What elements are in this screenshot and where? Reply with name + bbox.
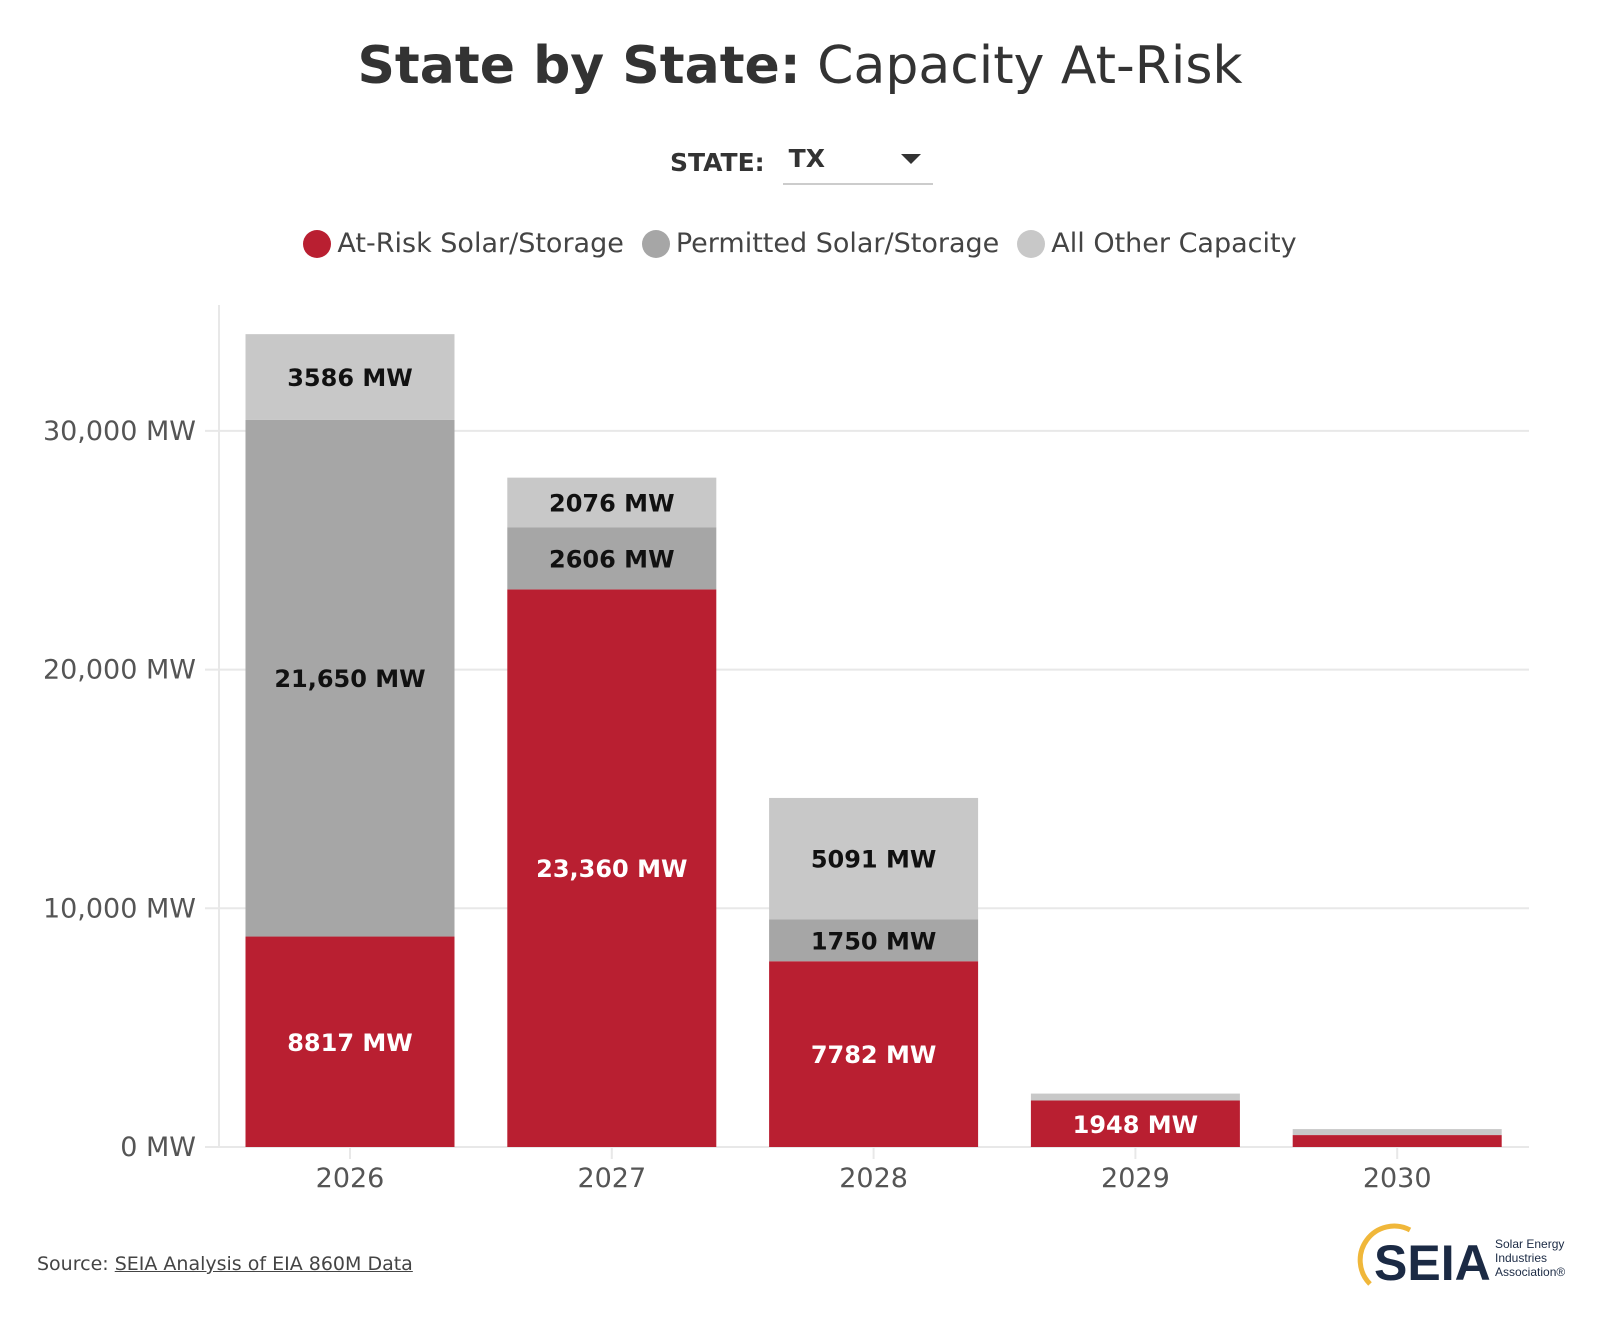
y-tick-label: 20,000 MW xyxy=(43,655,196,686)
bar-segment-2029-s2 xyxy=(1030,1093,1240,1101)
data-label: 1750 MW xyxy=(811,927,937,955)
x-tick-label: 2028 xyxy=(839,1163,908,1194)
x-tick-label: 2030 xyxy=(1363,1163,1432,1194)
data-label: 2076 MW xyxy=(549,489,675,517)
source-link[interactable]: SEIA Analysis of EIA 860M Data xyxy=(114,1253,413,1275)
logo-subtitle: Association® xyxy=(1495,1265,1565,1279)
legend-dot-icon xyxy=(641,229,670,258)
data-label: 3586 MW xyxy=(287,364,413,392)
bar-segment-2027-s1 xyxy=(507,527,717,590)
data-label: 8817 MW xyxy=(287,1029,413,1057)
x-tick-label: 2026 xyxy=(316,1163,385,1194)
bar-segment-2026-s0 xyxy=(245,936,455,1147)
x-tick-label: 2029 xyxy=(1101,1163,1170,1194)
legend-item-other[interactable]: All Other Capacity xyxy=(1017,228,1297,259)
y-tick-label: 0 MW xyxy=(120,1132,196,1163)
logo-subtitle: Industries xyxy=(1495,1251,1547,1265)
page-title: State by State: Capacity At-Risk xyxy=(0,36,1600,96)
title-bold: State by State: xyxy=(357,36,801,96)
title-light: Capacity At-Risk xyxy=(817,36,1243,96)
legend-label: Permitted Solar/Storage xyxy=(675,228,1000,259)
seia-logo: SEIA Solar Energy Industries Association… xyxy=(1357,1223,1565,1291)
state-label: STATE: xyxy=(670,148,765,177)
state-dropdown[interactable]: TX xyxy=(782,140,933,185)
data-label: 7782 MW xyxy=(811,1041,937,1069)
bar-segment-2030-s2 xyxy=(1292,1129,1502,1136)
source-prefix: Source: xyxy=(37,1253,109,1275)
logo-text: SEIA xyxy=(1374,1235,1491,1291)
data-label: 2606 MW xyxy=(549,545,675,573)
bar-segment-2028-s0 xyxy=(769,961,979,1147)
bar-segment-2027-s0 xyxy=(507,589,717,1147)
state-selector: STATE: TX xyxy=(670,140,933,185)
bar-segment-2027-s2 xyxy=(507,477,717,528)
x-tick-label: 2027 xyxy=(577,1163,646,1194)
legend-item-at-risk[interactable]: At-Risk Solar/Storage xyxy=(303,228,624,259)
logo-subtitle: Solar Energy xyxy=(1495,1237,1564,1251)
bar-segment-2026-s1 xyxy=(245,419,455,937)
data-label: 23,360 MW xyxy=(536,855,687,883)
source-note: Source: SEIA Analysis of EIA 860M Data xyxy=(37,1253,413,1275)
legend-item-permitted[interactable]: Permitted Solar/Storage xyxy=(641,228,1000,259)
bar-segment-2029-s0 xyxy=(1030,1100,1240,1147)
data-label: 1948 MW xyxy=(1073,1111,1199,1139)
data-label: 5091 MW xyxy=(811,846,937,874)
legend-label: At-Risk Solar/Storage xyxy=(337,228,624,259)
bar-segment-2030-s0 xyxy=(1292,1135,1502,1147)
bar-segment-2028-s1 xyxy=(769,919,979,962)
data-label: 21,650 MW xyxy=(274,665,425,693)
legend-dot-icon xyxy=(303,229,332,258)
state-dropdown-value: TX xyxy=(788,144,825,173)
legend-dot-icon xyxy=(1017,229,1046,258)
legend-label: All Other Capacity xyxy=(1051,228,1297,259)
bar-segment-2028-s2 xyxy=(769,797,979,920)
chevron-down-icon xyxy=(900,153,921,164)
legend: At-Risk Solar/Storage Permitted Solar/St… xyxy=(0,228,1600,259)
y-tick-label: 30,000 MW xyxy=(43,416,196,447)
bar-segment-2026-s2 xyxy=(245,334,455,420)
y-tick-label: 10,000 MW xyxy=(43,893,196,924)
